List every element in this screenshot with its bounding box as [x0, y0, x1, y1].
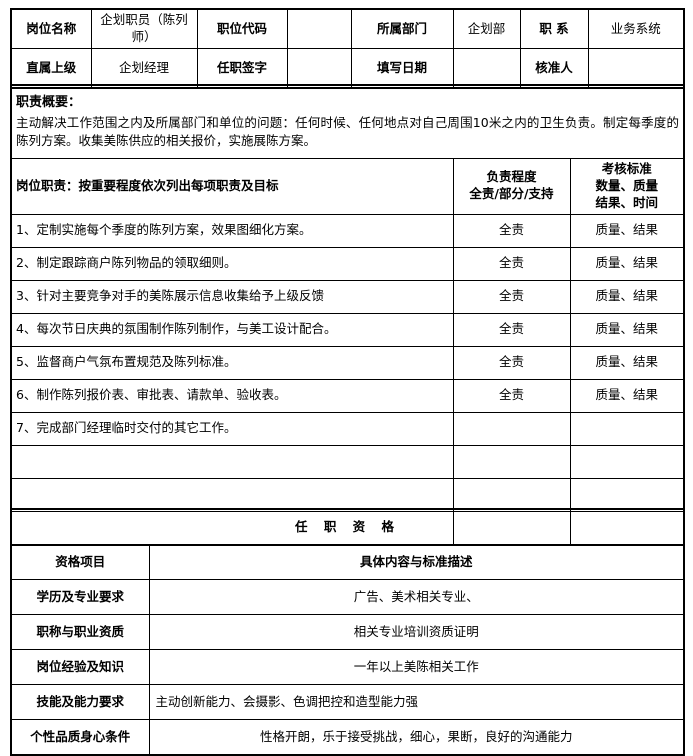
duty-row: 2、制定跟踪商户陈列物品的领取细则。 全责 质量、结果 — [10, 246, 685, 281]
duties-header-responsibility-level: 负责程度 全责/部分/支持 — [452, 158, 571, 215]
duties-header-std-line3: 结果、时间 — [595, 194, 658, 210]
duty-row: 6、制作陈列报价表、审批表、请款单、验收表。 全责 质量、结果 — [10, 378, 685, 413]
value-job-family[interactable]: 业务系统 — [587, 8, 685, 49]
duty-responsibility-level[interactable] — [452, 411, 571, 446]
duty-row: 7、完成部门经理临时交付的其它工作。 — [10, 411, 685, 446]
duties-header-assessment-standard: 考核标准 数量、质量 结果、时间 — [569, 158, 685, 215]
duty-assessment-standard[interactable]: 质量、结果 — [569, 345, 685, 380]
qualification-section: 任 职 资 格 资格项目 具体内容与标准描述 学历及专业要求 广告、美术相关专业、… — [10, 508, 685, 756]
qualification-table: 任 职 资 格 资格项目 具体内容与标准描述 学历及专业要求 广告、美术相关专业、… — [10, 508, 685, 756]
value-direct-supervisor[interactable]: 企划经理 — [90, 48, 198, 89]
identity-table-body: 岗位名称 企划职员（陈列师） 职位代码 所属部门 企划部职 系业务系统 直属上级 企划经理任… — [10, 8, 685, 89]
duty-responsibility-level[interactable] — [452, 477, 571, 512]
qualification-row: 个性品质身心条件 性格开朗，乐于接受挑战，细心，果断，良好的沟通能力 — [10, 719, 685, 756]
qualification-item-description[interactable]: 广告、美术相关专业、 — [148, 579, 685, 615]
duty-responsibility-level[interactable]: 全责 — [452, 279, 571, 314]
duty-assessment-standard[interactable] — [569, 444, 685, 479]
qualification-item-label: 个性品质身心条件 — [10, 719, 150, 756]
qualification-item-label: 技能及能力要求 — [10, 684, 150, 720]
qualification-item-label: 岗位经验及知识 — [10, 649, 150, 685]
duties-header-std-line1: 考核标准 — [601, 161, 652, 176]
qualification-row: 学历及专业要求 广告、美术相关专业、 — [10, 579, 685, 615]
duty-assessment-standard[interactable]: 质量、结果 — [569, 213, 685, 248]
responsibility-summary-cell: 职责概要： 主动解决工作范围之内及所属部门和单位的问题：任何时候、任何地点对自己… — [10, 84, 685, 159]
qualification-item-description[interactable]: 相关专业培训资质证明 — [148, 614, 685, 650]
duty-assessment-standard[interactable]: 质量、结果 — [569, 279, 685, 314]
duty-item-text[interactable]: 6、制作陈列报价表、审批表、请款单、验收表。 — [10, 378, 454, 413]
duty-row: 3、针对主要竞争对手的美陈展示信息收集给予上级反馈 全责 质量、结果 — [10, 279, 685, 314]
duties-table: 职责概要： 主动解决工作范围之内及所属部门和单位的问题：任何时候、任何地点对自己… — [10, 84, 685, 546]
duty-row: 5、监督商户气氛布置规范及陈列标准。 全责 质量、结果 — [10, 345, 685, 380]
qualification-col-item: 资格项目 — [10, 544, 150, 580]
label-incumbent-signature: 任职签字 — [196, 48, 288, 89]
duty-item-text[interactable]: 7、完成部门经理临时交付的其它工作。 — [10, 411, 454, 446]
duty-responsibility-level[interactable] — [452, 444, 571, 479]
duty-item-text[interactable]: 1、定制实施每个季度的陈列方案，效果图细化方案。 — [10, 213, 454, 248]
duty-row: 4、每次节日庆典的氛围制作陈列制作，与美工设计配合。 全责 质量、结果 — [10, 312, 685, 347]
identity-row: 岗位名称 企划职员（陈列师） 职位代码 所属部门 企划部职 系业务系统 — [10, 8, 685, 49]
qualification-row: 职称与职业资质 相关专业培训资质证明 — [10, 614, 685, 650]
value-position-code[interactable] — [286, 8, 352, 49]
label-direct-supervisor: 直属上级 — [10, 48, 92, 89]
duty-responsibility-level[interactable]: 全责 — [452, 246, 571, 281]
duty-responsibility-level[interactable]: 全责 — [452, 213, 571, 248]
label-approver: 核准人 — [519, 48, 589, 89]
label-fill-date: 填写日期 — [350, 48, 454, 89]
qualification-item-description[interactable]: 性格开朗，乐于接受挑战，细心，果断，良好的沟通能力 — [148, 719, 685, 756]
duties-header-level-line2: 全责/部分/支持 — [469, 186, 554, 202]
duties-header-std-line2: 数量、质量 — [595, 177, 658, 193]
duty-assessment-standard[interactable] — [569, 477, 685, 512]
duty-row — [10, 477, 685, 512]
value-fill-date[interactable] — [452, 48, 521, 89]
duties-header-main: 岗位职责：按重要程度依次列出每项职责及目标 — [10, 158, 454, 215]
duty-item-text[interactable] — [10, 477, 454, 512]
duty-item-text[interactable]: 5、监督商户气氛布置规范及陈列标准。 — [10, 345, 454, 380]
label-department: 所属部门 — [350, 8, 454, 49]
qualification-row: 技能及能力要求 主动创新能力、会摄影、色调把控和造型能力强 — [10, 684, 685, 720]
qualification-banner-row: 任 职 资 格 — [10, 508, 685, 545]
value-position-name[interactable]: 企划职员（陈列师） — [90, 8, 198, 49]
label-job-family: 职 系 — [519, 8, 589, 49]
qualification-item-description[interactable]: 一年以上美陈相关工作 — [148, 649, 685, 685]
duty-assessment-standard[interactable] — [569, 411, 685, 446]
identity-section: 岗位名称 企划职员（陈列师） 职位代码 所属部门 企划部职 系业务系统 直属上级 企划经理任… — [10, 8, 685, 89]
duty-assessment-standard[interactable]: 质量、结果 — [569, 246, 685, 281]
value-approver[interactable] — [587, 48, 685, 89]
duty-item-text[interactable]: 4、每次节日庆典的氛围制作陈列制作，与美工设计配合。 — [10, 312, 454, 347]
qualification-item-label: 学历及专业要求 — [10, 579, 150, 615]
duties-header-level-line1: 负责程度 — [486, 169, 537, 185]
label-position-name: 岗位名称 — [10, 8, 92, 49]
duties-section: 职责概要： 主动解决工作范围之内及所属部门和单位的问题：任何时候、任何地点对自己… — [10, 84, 685, 546]
responsibility-summary-body: 主动解决工作范围之内及所属部门和单位的问题：任何时候、任何地点对自己周围10米之… — [16, 114, 679, 149]
duty-responsibility-level[interactable]: 全责 — [452, 378, 571, 413]
duty-item-text[interactable]: 3、针对主要竞争对手的美陈展示信息收集给予上级反馈 — [10, 279, 454, 314]
duty-responsibility-level[interactable]: 全责 — [452, 345, 571, 380]
responsibility-summary-title: 职责概要： — [16, 95, 82, 110]
qualification-banner: 任 职 资 格 — [10, 508, 685, 545]
qualification-item-description[interactable]: 主动创新能力、会摄影、色调把控和造型能力强 — [148, 684, 685, 720]
label-position-code: 职位代码 — [196, 8, 288, 49]
job-description-document: 岗位名称 企划职员（陈列师） 职位代码 所属部门 企划部职 系业务系统 直属上级 企划经理任… — [10, 8, 685, 756]
duty-assessment-standard[interactable]: 质量、结果 — [569, 312, 685, 347]
duty-item-text[interactable]: 2、制定跟踪商户陈列物品的领取细则。 — [10, 246, 454, 281]
duties-header-row: 岗位职责：按重要程度依次列出每项职责及目标 负责程度 全责/部分/支持 考核标准… — [10, 158, 685, 215]
duty-row: 1、定制实施每个季度的陈列方案，效果图细化方案。 全责 质量、结果 — [10, 213, 685, 248]
identity-row: 直属上级 企划经理 任职签字 填写日期 核准人 — [10, 48, 685, 89]
duties-table-body: 1、定制实施每个季度的陈列方案，效果图细化方案。 全责 质量、结果 2、制定跟踪商户陈… — [10, 213, 685, 546]
duty-assessment-standard[interactable]: 质量、结果 — [569, 378, 685, 413]
duty-item-text[interactable] — [10, 444, 454, 479]
value-department[interactable]: 企划部 — [452, 8, 521, 49]
qualification-col-desc: 具体内容与标准描述 — [148, 544, 685, 580]
duty-row — [10, 444, 685, 479]
duty-responsibility-level[interactable]: 全责 — [452, 312, 571, 347]
identity-table: 岗位名称 企划职员（陈列师） 职位代码 所属部门 企划部职 系业务系统 直属上级 企划经理任… — [10, 8, 685, 89]
summary-row: 职责概要： 主动解决工作范围之内及所属部门和单位的问题：任何时候、任何地点对自己… — [10, 84, 685, 159]
qualification-header-row: 资格项目 具体内容与标准描述 — [10, 544, 685, 580]
value-incumbent-signature[interactable] — [286, 48, 352, 89]
qualification-row: 岗位经验及知识 一年以上美陈相关工作 — [10, 649, 685, 685]
qualification-item-label: 职称与职业资质 — [10, 614, 150, 650]
